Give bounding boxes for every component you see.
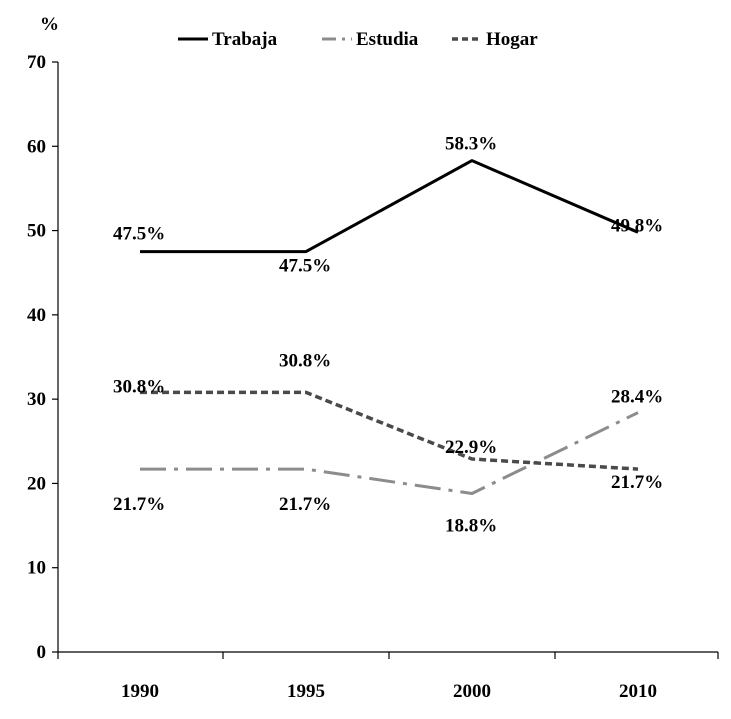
legend-label-estudia: Estudia — [356, 29, 419, 50]
data-label-trabaja: 49.8% — [611, 215, 663, 236]
data-label-estudia: 21.7% — [279, 494, 331, 515]
axes: 0 10 20 30 40 50 60 70 1990 1995 2000 2010 — [27, 52, 719, 702]
legend-label-trabaja: Trabaja — [212, 29, 278, 50]
data-label-trabaja: 47.5% — [279, 256, 331, 277]
x-tick-label: 2000 — [453, 681, 491, 702]
legend-label-hogar: Hogar — [486, 29, 538, 50]
data-label-hogar: 22.9% — [445, 437, 497, 458]
data-label-estudia: 21.7% — [113, 494, 165, 515]
legend: Trabaja Estudia Hogar — [178, 29, 538, 50]
data-label-estudia: 18.8% — [445, 516, 497, 537]
data-label-hogar: 21.7% — [611, 472, 663, 493]
data-label-estudia: 28.4% — [611, 387, 663, 408]
data-label-hogar: 30.8% — [279, 350, 331, 371]
y-tick-label: 40 — [27, 305, 46, 326]
data-label-trabaja: 58.3% — [445, 134, 497, 155]
data-label-hogar: 30.8% — [113, 376, 165, 397]
y-tick-label: 0 — [37, 642, 47, 663]
y-tick-label: 20 — [27, 473, 46, 494]
series-layer — [139, 159, 639, 495]
x-tick-label: 1995 — [287, 681, 325, 702]
y-tick-label: 30 — [27, 389, 46, 410]
y-tick-label: 70 — [27, 52, 46, 73]
y-axis-unit-label: % — [40, 14, 59, 35]
data-labels: 47.5% 47.5% 58.3% 49.8% 21.7% 21.7% 18.8% 28.4%… — [113, 134, 663, 537]
data-label-trabaja: 47.5% — [113, 224, 165, 245]
y-tick-label: 50 — [27, 221, 46, 242]
series-line-trabaja — [140, 159, 639, 254]
x-tick-label: 2010 — [619, 681, 657, 702]
series-line-estudia — [140, 411, 639, 495]
series-line-hogar — [140, 390, 639, 471]
x-tick-label: 1990 — [121, 681, 159, 702]
y-tick-label: 10 — [27, 558, 46, 579]
y-tick-label: 60 — [27, 136, 46, 157]
